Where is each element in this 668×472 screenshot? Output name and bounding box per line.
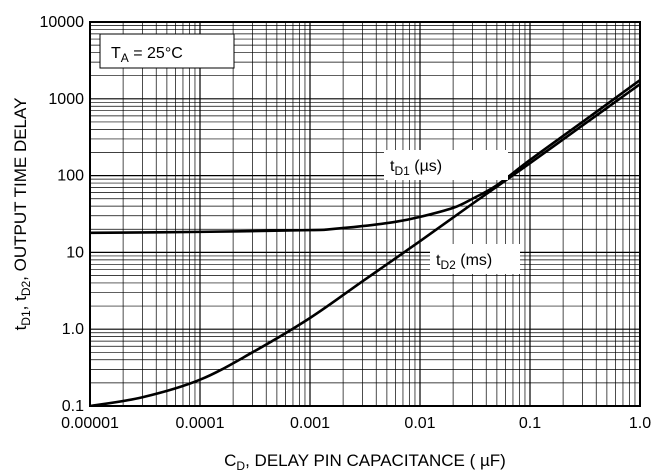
y-axis-title: tD1, tD2, OUTPUT TIME DELAY: [11, 98, 33, 331]
x-tick-label: 0.1: [519, 415, 541, 432]
plot-frame: [89, 21, 641, 407]
series-label-bg-td2: [430, 244, 520, 274]
x-tick-label: 1.0: [629, 415, 651, 432]
y-tick-label: 1.0: [62, 321, 84, 338]
series-td1-line: [90, 78, 640, 235]
condition-box: [99, 33, 235, 69]
x-tick-label: 0.00001: [61, 415, 119, 432]
y-tick-label: 1000: [48, 91, 84, 108]
y-tick-label: 0.1: [62, 398, 84, 415]
plot-background: [90, 22, 640, 406]
curves: [90, 78, 640, 406]
grid: [89, 22, 640, 407]
y-tick-label: 100: [57, 168, 84, 185]
series-label-bg-td1: [384, 150, 508, 180]
series-td2-line: [90, 82, 640, 406]
series-label-td1: tD1 (µs): [390, 158, 442, 178]
x-tick-label: 0.01: [404, 415, 435, 432]
x-tick-label: 0.0001: [176, 415, 225, 432]
x-tick-label: 0.001: [290, 415, 330, 432]
y-tick-label: 10000: [40, 14, 85, 31]
series-label-td2: tD2 (ms): [436, 252, 492, 272]
y-tick-label: 10: [66, 244, 84, 261]
x-axis-title: CD, DELAY PIN CAPACITANCE ( µF): [224, 451, 506, 472]
tick-labels: 0.00001 0.0001 0.001 0.01 0.1 1.0 0.1 1.0 10 100 1…: [40, 14, 652, 432]
condition-label: TA = 25°C: [111, 45, 183, 65]
